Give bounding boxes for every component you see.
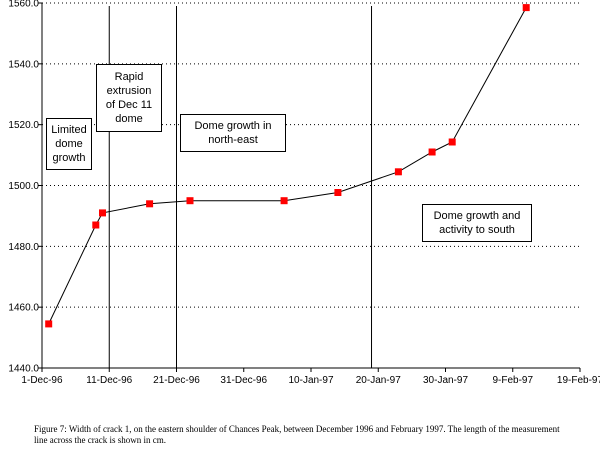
- data-point: [448, 138, 456, 146]
- data-point: [428, 148, 436, 156]
- data-point: [45, 320, 53, 328]
- crack-width-chart: 1440.0 1460.0 1480.0 1500.0 1520.0 1540.0 1560…: [8, 0, 600, 386]
- y-tick-label: 1460.0: [8, 303, 39, 314]
- data-series: [45, 4, 530, 328]
- x-tick-label: 10-Jan-97: [288, 375, 333, 386]
- data-point: [186, 197, 194, 205]
- data-point: [280, 197, 288, 205]
- data-point: [522, 4, 530, 12]
- x-tick-label: 19-Feb-97: [557, 375, 600, 386]
- data-point: [334, 189, 342, 196]
- x-tick-label: 31-Dec-96: [220, 375, 267, 386]
- y-tick-label: 1480.0: [8, 242, 39, 253]
- figure-caption: Figure 7: Width of crack 1, on the easte…: [34, 424, 560, 445]
- x-tick-labels: 1-Dec-96 11-Dec-96 21-Dec-96 31-Dec-96 10-Ja…: [21, 375, 600, 386]
- annotation-dome-growth-south: Dome growth and activity to south: [422, 204, 532, 242]
- data-point: [92, 221, 100, 229]
- x-tick-label: 20-Jan-97: [356, 375, 401, 386]
- x-tick-label: 21-Dec-96: [153, 375, 200, 386]
- y-tick-label: 1540.0: [8, 59, 39, 70]
- y-tick-label: 1440.0: [8, 364, 39, 375]
- annotation-dome-growth-north-east: Dome growth in north-east: [180, 114, 286, 152]
- annotation-rapid-extrusion: Rapid extrusion of Dec 11 dome: [96, 64, 162, 132]
- y-tick-labels: 1440.0 1460.0 1480.0 1500.0 1520.0 1540.0 1560…: [8, 0, 39, 375]
- axes: [38, 2, 581, 372]
- y-tick-label: 1560.0: [8, 0, 39, 10]
- x-tick-label: 1-Dec-96: [21, 375, 63, 386]
- x-tick-label: 11-Dec-96: [86, 375, 132, 386]
- annotation-limited-dome-growth: Limited dome growth: [46, 118, 92, 170]
- gridlines: [42, 2, 580, 308]
- data-point: [394, 168, 402, 176]
- phase-dividers: [108, 6, 373, 368]
- y-tick-label: 1520.0: [8, 120, 39, 131]
- series-line: [48, 7, 527, 325]
- data-point: [146, 200, 154, 208]
- y-tick-label: 1500.0: [8, 181, 39, 192]
- x-tick-label: 9-Feb-97: [492, 375, 533, 386]
- x-tick-label: 30-Jan-97: [423, 375, 468, 386]
- data-point: [99, 209, 106, 217]
